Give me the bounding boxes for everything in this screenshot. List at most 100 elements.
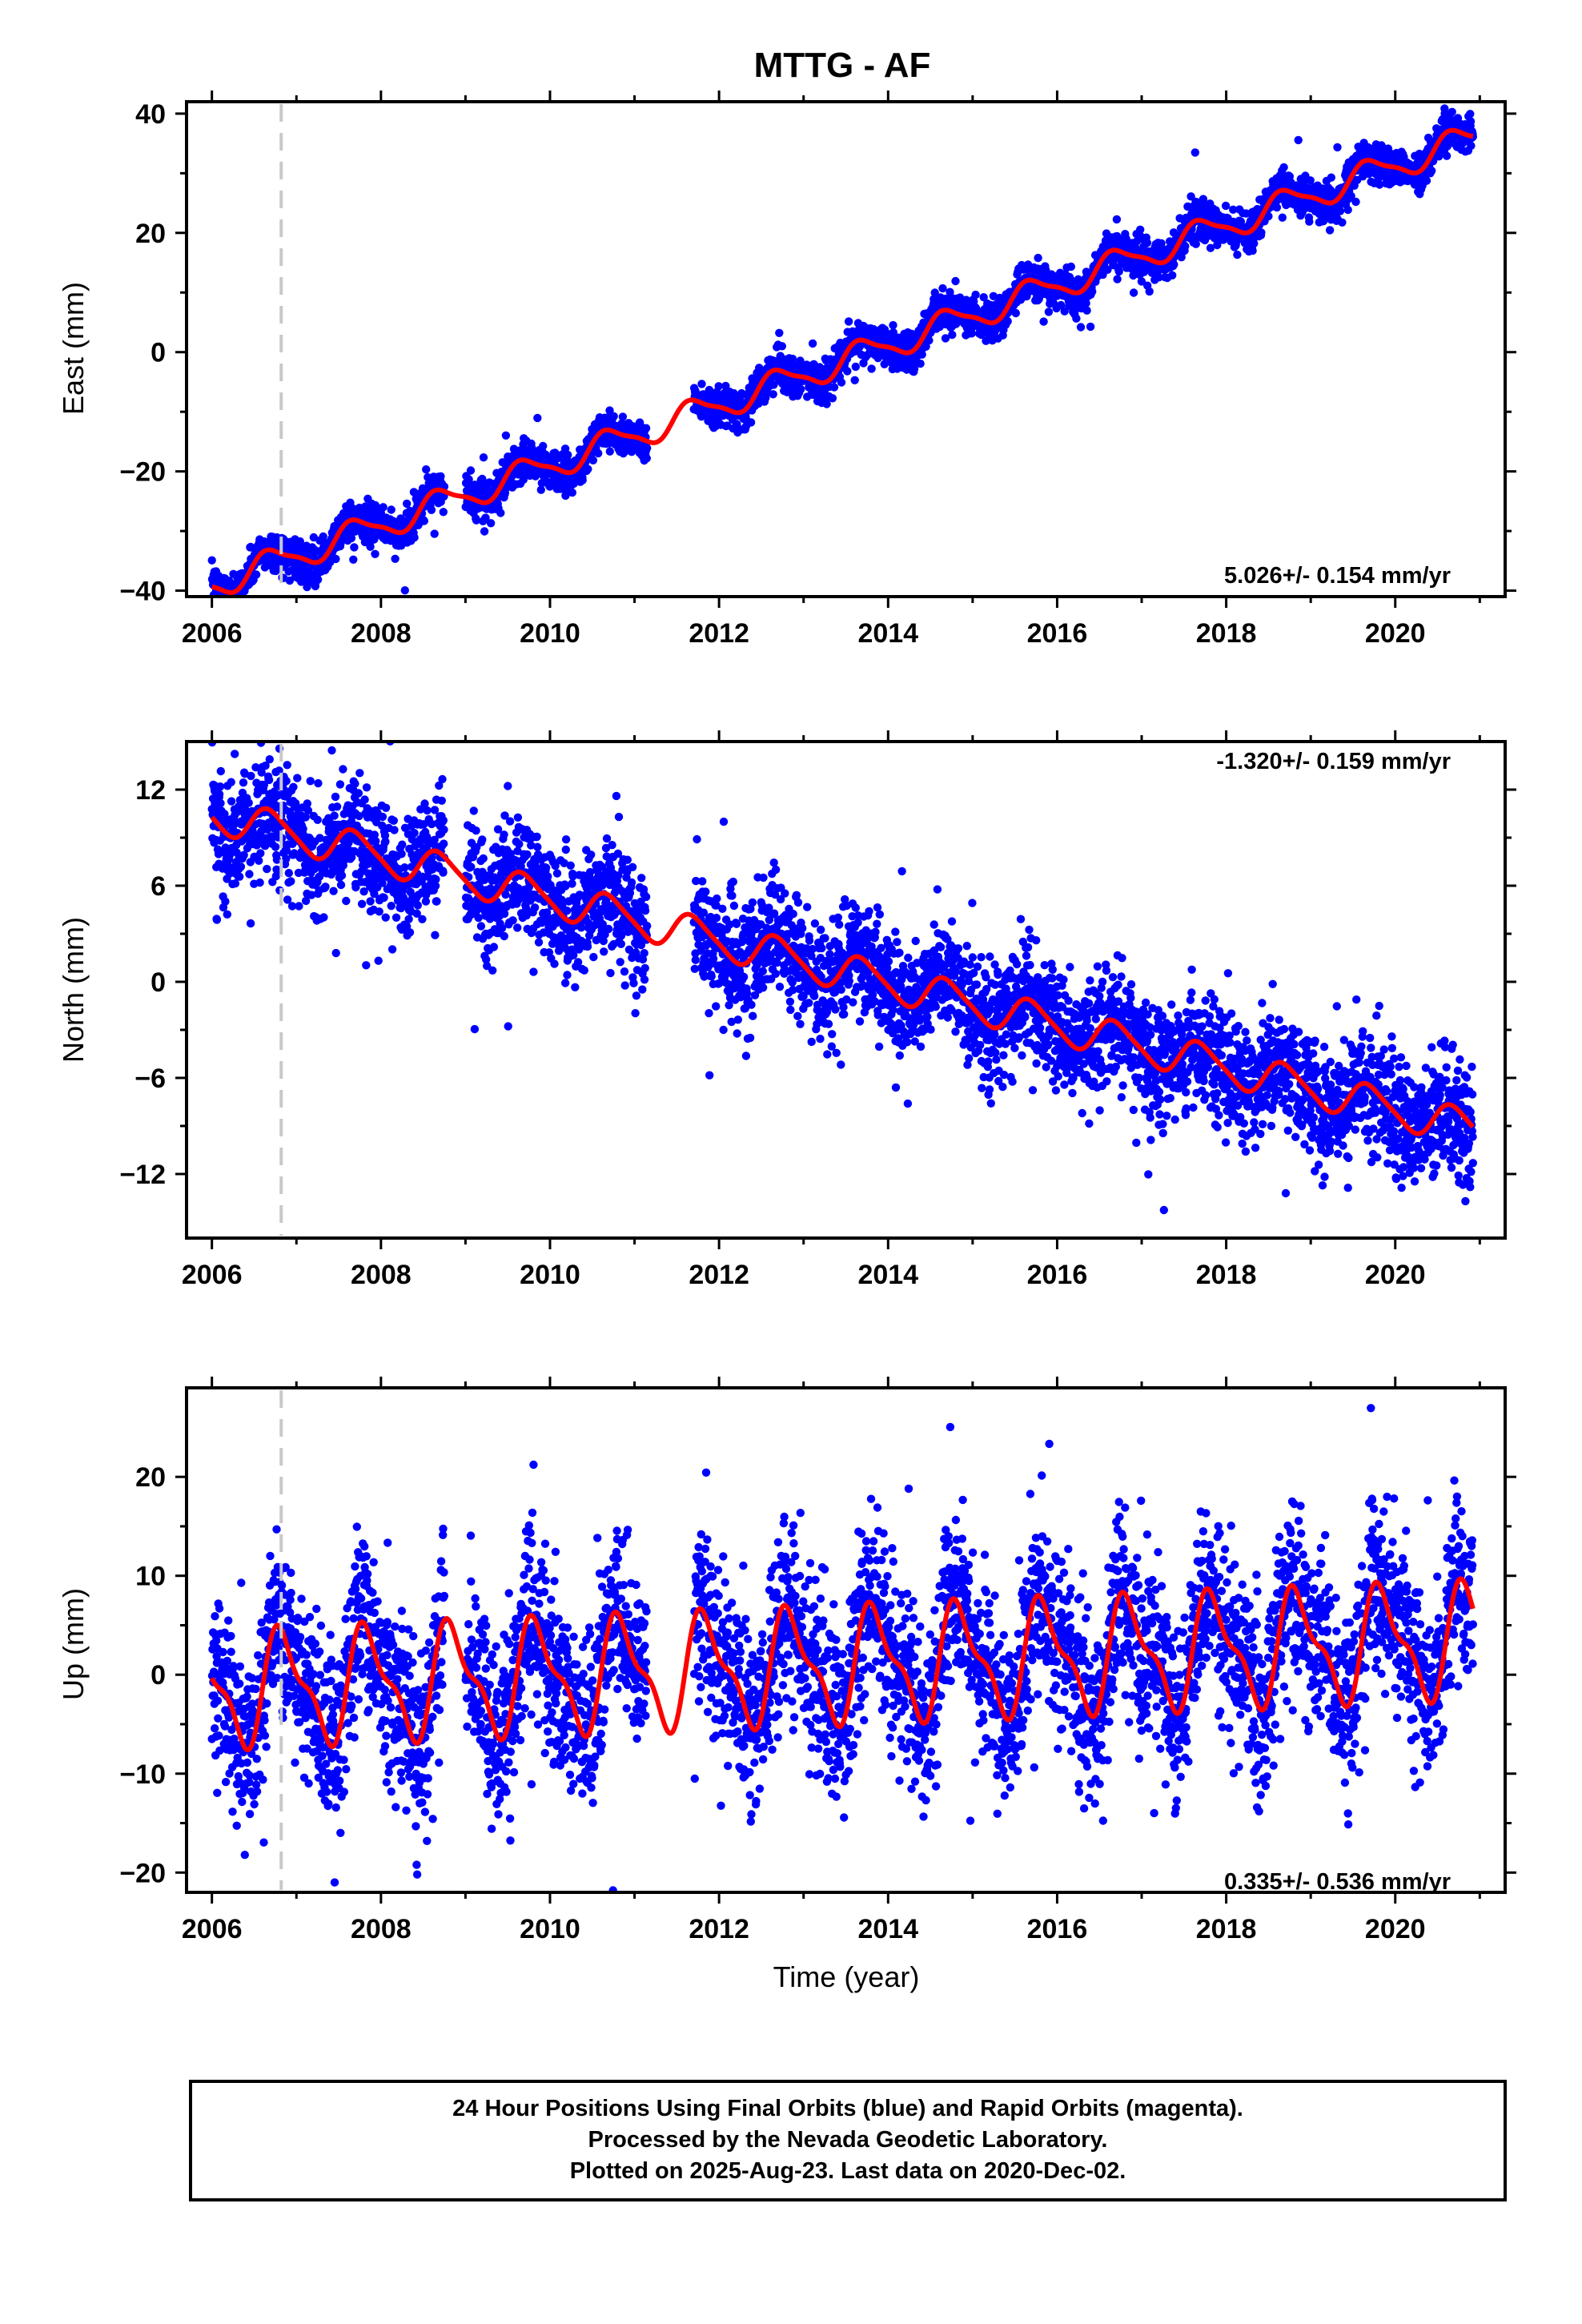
east-x-tick-label: 2008 (351, 618, 412, 649)
north-data-point (282, 854, 291, 863)
north-data-point (360, 795, 369, 804)
north-data-point (246, 919, 255, 928)
east-x-tick-label: 2012 (689, 618, 749, 649)
east-data-point (430, 529, 439, 538)
east-data-point (930, 288, 939, 297)
east-series-group (207, 104, 1478, 615)
north-data-point (337, 871, 347, 880)
north-data-point (282, 777, 291, 786)
east-data-point (851, 362, 861, 372)
north-data-point (370, 830, 379, 839)
east-y-tick-label: 40 (135, 99, 166, 130)
east-y-tick-label: 20 (135, 219, 166, 249)
east-data-point (777, 342, 786, 351)
north-data-point (355, 811, 363, 821)
north-data-point (216, 798, 225, 808)
east-data-point (1039, 317, 1048, 326)
north-data-point (374, 956, 383, 965)
north-data-point (255, 878, 264, 887)
east-data-point (1168, 271, 1177, 279)
north-data-point (287, 877, 295, 886)
north-data-point (221, 897, 230, 906)
east-data-point (889, 320, 897, 330)
north-data-point (303, 799, 311, 808)
north-data-point (215, 790, 224, 798)
north-data-point (362, 961, 371, 970)
east-data-point (1343, 205, 1352, 215)
east-data-point (605, 406, 614, 415)
east-data-point (564, 450, 572, 460)
north-data-point (275, 766, 283, 775)
north-data-point (313, 815, 322, 824)
north-data-point (378, 879, 387, 887)
east-data-point (230, 607, 238, 615)
east-data-point (971, 290, 980, 300)
east-data-point (331, 554, 340, 564)
east-data-point (1191, 148, 1200, 157)
east-data-point (519, 475, 528, 485)
east-data-point (1112, 215, 1122, 224)
north-data-point (331, 792, 340, 802)
north-data-point (371, 837, 380, 846)
east-y-tick-label: 0 (151, 338, 166, 368)
north-data-point (236, 862, 246, 871)
east-data-point (1086, 322, 1095, 332)
north-data-point (247, 771, 255, 781)
east-data-point (251, 570, 261, 579)
east-data-point (439, 508, 448, 517)
north-data-point (299, 824, 307, 834)
east-data-point (227, 598, 235, 606)
east-data-point (979, 293, 988, 302)
east-data-point (207, 556, 216, 565)
east-panel: 2006 2008 2010 2012 2014 2016 2018 2020−40−2002… (57, 90, 1516, 649)
east-data-point (225, 605, 233, 613)
east-data-point (951, 276, 960, 286)
east-data-point (1257, 228, 1266, 237)
east-data-point (584, 464, 592, 473)
north-data-point (239, 850, 248, 859)
east-data-point (1325, 226, 1335, 235)
east-x-tick-label: 2014 (857, 618, 918, 649)
east-data-point (313, 575, 323, 584)
north-data-point (339, 765, 347, 774)
east-data-point (466, 466, 476, 475)
east-data-point (496, 509, 505, 517)
east-x-tick-label: 2018 (1196, 618, 1257, 649)
north-data-point (379, 893, 388, 903)
east-y-tick-label: −20 (119, 457, 166, 488)
north-data-point (245, 870, 254, 879)
north-data-point (381, 913, 390, 922)
east-data-point (844, 317, 853, 326)
east-data-point (1466, 117, 1476, 126)
north-data-point (259, 781, 268, 790)
north-data-point (321, 883, 330, 891)
east-data-point (224, 600, 232, 608)
east-data-point (420, 517, 428, 525)
east-data-point (889, 328, 898, 337)
east-data-point (1233, 250, 1242, 259)
east-data-point (746, 418, 756, 427)
east-data-point (1327, 173, 1336, 182)
north-data-point (378, 812, 387, 822)
east-data-point (436, 472, 445, 480)
east-data-point (1113, 275, 1122, 283)
east-data-point (737, 390, 746, 400)
chart-title: MTTG - AF (754, 46, 931, 85)
east-data-point (1272, 203, 1282, 212)
east-data-point (1076, 323, 1086, 332)
north-data-point (227, 797, 236, 806)
north-data-point (307, 891, 316, 899)
east-axis-ticks: 2006 2008 2010 2012 2014 2016 2018 2020−40−2002… (119, 90, 1516, 649)
north-data-point (380, 831, 390, 840)
east-data-point (1422, 176, 1431, 185)
east-data-point (1145, 287, 1154, 296)
east-data-point (1466, 110, 1475, 119)
east-data-point (240, 602, 248, 610)
east-data-point (1248, 246, 1257, 255)
north-data-point (293, 774, 302, 782)
east-data-point (697, 380, 706, 388)
east-x-tick-label: 2010 (520, 618, 580, 649)
east-data-point (387, 505, 396, 514)
east-data-point (1467, 141, 1476, 151)
east-model-curve (211, 127, 1474, 595)
